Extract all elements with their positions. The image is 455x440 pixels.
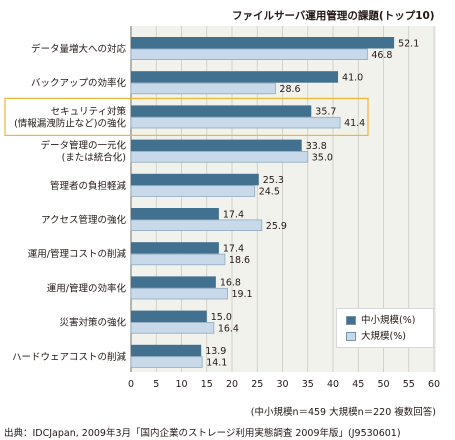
data-label-large: 35.0 [312,152,333,163]
bar-large [130,219,263,231]
highlight-frame [4,97,369,137]
data-label-sme: 41.0 [342,72,363,83]
category-label-line: データ管理の一元化 [40,140,126,152]
data-label-sme: 35.7 [315,107,336,118]
category-label: 運用/管理の効率化 [47,282,127,294]
bar-large [130,48,368,61]
bar-sme [131,173,259,186]
bar-large [130,356,203,368]
data-label-sme: 13.9 [205,346,226,357]
data-label-large: 14.1 [206,358,227,369]
category-label: アクセス管理の強化 [41,214,127,226]
bar-large [130,322,215,334]
x-tick-label: 40 [327,379,339,390]
x-tick-label: 45 [352,379,364,390]
category-label: バックアップの効率化 [31,77,127,89]
bar-sme [131,310,207,323]
bar-sme [131,139,302,152]
bar-sme [131,276,216,288]
data-label-large: 16.4 [218,323,239,334]
x-tick-label: 25 [251,379,263,390]
bar-sme [131,105,312,117]
category-label: データ管理の一元化(または統合化) [40,140,126,164]
legend-swatch-sme [346,316,356,325]
category-label: 管理者の負担軽減 [50,180,127,192]
legend-swatch-large [346,332,356,341]
category-label: 災害対策の強化 [59,317,126,329]
data-label-large: 19.1 [231,289,252,300]
source-note: 出典：IDCJapan, 2009年3月「国内企業のストレージ利用実態調査 20… [4,428,401,439]
x-tick-label: 5 [153,379,159,390]
data-label-large: 18.6 [229,255,250,266]
category-label-line: (または統合化) [62,152,126,164]
category-label-line: セキュリティ対策 [51,105,127,117]
x-tick-label: 20 [226,379,238,390]
category-label: セキュリティ対策(情報漏洩防止など)の強化 [14,105,126,129]
data-label-sme: 52.1 [398,38,419,49]
data-label-sme: 16.8 [220,278,241,289]
x-tick-label: 0 [128,379,134,390]
x-tick-label: 60 [428,379,440,390]
bar-sme [131,344,202,357]
bar-large [130,116,341,129]
category-label: 運用/管理コストの削減 [28,248,127,260]
x-tick-label: 55 [403,379,415,390]
bar-sme [131,242,219,254]
data-label-large: 28.6 [279,84,300,95]
x-tick-label: 30 [276,379,288,390]
data-label-large: 25.9 [266,221,287,232]
bar-large [130,253,226,266]
data-label-sme: 15.0 [211,312,232,323]
category-label: ハードウェアコストの削減 [12,351,127,363]
bar-sme [131,37,395,49]
legend-label-large: 大規模(%) [361,331,406,342]
data-label-sme: 17.4 [223,209,244,220]
bar-large [130,82,276,95]
category-label-line: (情報漏洩防止など)の強化 [14,117,126,129]
bar-large [130,287,228,300]
bar-sme [131,71,339,83]
data-label-sme: 17.4 [223,243,244,254]
x-tick-label: 35 [302,379,314,390]
data-label-large: 24.5 [259,187,280,198]
category-label: データ量増大への対応 [31,43,127,55]
data-label-sme: 33.8 [306,141,327,152]
chart-legend: 中小規模(%) 大規模(%) [336,308,434,348]
respondent-note: (中小規模n＝459 大規模n＝220 複数回答) [250,407,436,418]
x-tick-label: 15 [201,379,213,390]
data-label-large: 41.4 [344,118,365,129]
bar-large [130,185,256,197]
bar-sme [131,208,219,220]
x-tick-label: 50 [377,379,389,390]
bar-large [130,151,309,163]
x-tick-label: 10 [175,379,187,390]
data-label-large: 46.8 [371,50,392,61]
chart-title: ファイルサーバ運用管理の課題(トップ10) [232,10,435,22]
legend-label-sme: 中小規模(%) [361,315,416,326]
data-label-sme: 25.3 [263,175,284,186]
